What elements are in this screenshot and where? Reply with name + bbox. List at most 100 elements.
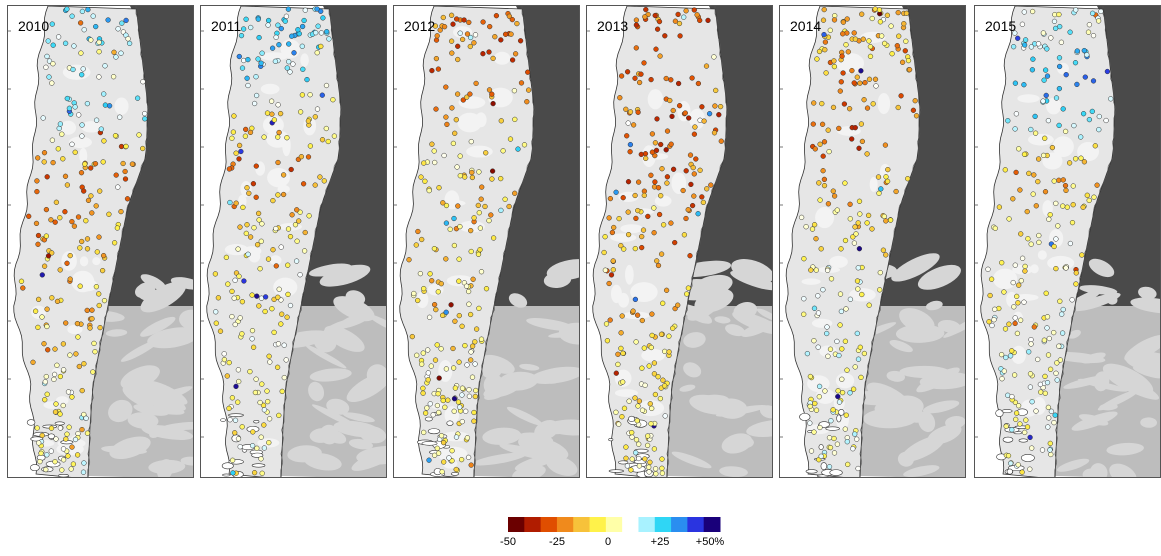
station-marker: [857, 80, 863, 86]
station-marker: [84, 236, 91, 242]
station-marker: [1009, 427, 1015, 433]
station-marker: [243, 126, 249, 133]
station-marker: [839, 346, 845, 352]
station-marker: [830, 407, 836, 413]
station-marker: [850, 446, 856, 452]
terrain-patch: [170, 277, 193, 290]
station-marker: [64, 431, 70, 437]
station-marker: [1024, 208, 1030, 215]
terrain-patch: [348, 438, 374, 450]
station-marker: [227, 417, 233, 423]
station-marker: [433, 55, 440, 62]
station-marker: [442, 404, 448, 410]
station-marker: [1021, 299, 1027, 305]
station-marker: [625, 231, 632, 238]
station-marker: [831, 193, 838, 199]
station-marker: [283, 357, 289, 363]
station-marker: [842, 237, 849, 244]
station-marker: [633, 45, 639, 51]
station-marker: [44, 174, 50, 180]
station-marker: [445, 397, 451, 403]
station-marker: [79, 72, 85, 78]
station-marker: [81, 27, 87, 33]
station-marker: [852, 36, 859, 42]
station-marker: [1039, 447, 1046, 453]
station-marker: [1048, 35, 1054, 41]
station-marker: [877, 287, 883, 293]
terrain-patch: [1017, 94, 1040, 103]
station-marker: [815, 293, 821, 299]
station-marker: [840, 31, 846, 37]
station-marker: [426, 187, 432, 194]
station-marker: [804, 350, 811, 357]
station-marker: [877, 269, 883, 276]
station-marker: [845, 49, 851, 55]
station-marker: [883, 252, 889, 258]
year-label: 2014: [790, 18, 822, 34]
station-marker: [812, 146, 818, 152]
station-marker: [117, 114, 123, 120]
station-marker: [287, 233, 294, 240]
map-panel-2013: 2013: [586, 5, 773, 478]
station-marker: [824, 330, 830, 337]
station-marker: [633, 215, 639, 222]
year-label: 2010: [18, 18, 50, 34]
station-marker: [610, 258, 616, 264]
station-marker: [663, 287, 670, 293]
station-marker: [244, 185, 250, 191]
station-marker: [441, 152, 447, 159]
station-marker: [215, 295, 222, 301]
station-marker: [476, 210, 482, 216]
station-marker: [822, 388, 828, 394]
station-marker: [431, 452, 438, 458]
station-marker: [525, 69, 531, 75]
station-marker: [438, 346, 444, 352]
station-marker: [269, 306, 275, 312]
station-marker: [854, 330, 860, 337]
station-marker: [459, 323, 465, 329]
station-marker: [649, 131, 656, 137]
island: [47, 433, 55, 439]
station-marker: [801, 311, 807, 317]
station-marker: [440, 439, 447, 446]
station-marker: [840, 70, 846, 76]
station-marker: [852, 125, 858, 131]
station-marker: [312, 182, 318, 188]
station-marker: [1041, 337, 1048, 343]
station-marker: [73, 351, 79, 357]
station-marker: [285, 262, 291, 268]
station-marker: [839, 376, 845, 382]
station-marker: [447, 226, 453, 232]
station-marker: [1070, 202, 1076, 208]
station-marker: [856, 246, 863, 252]
station-marker: [855, 356, 862, 362]
station-marker: [63, 436, 69, 442]
station-marker: [847, 296, 854, 302]
station-marker: [230, 470, 236, 476]
island: [427, 428, 441, 435]
station-marker: [287, 69, 293, 75]
station-marker: [864, 151, 870, 157]
terrain-patch: [538, 419, 579, 435]
station-marker: [101, 138, 107, 144]
station-marker: [1045, 424, 1051, 430]
station-marker: [93, 284, 100, 290]
terrain-patch: [148, 459, 186, 474]
station-marker: [651, 230, 657, 236]
station-marker: [1043, 290, 1049, 296]
station-marker: [77, 283, 83, 289]
station-marker: [1025, 236, 1031, 242]
terrain-patch: [140, 281, 187, 313]
terrain-patch: [482, 427, 522, 445]
station-marker: [1035, 356, 1041, 363]
station-marker: [57, 373, 64, 380]
station-marker: [825, 353, 831, 359]
station-marker: [221, 356, 228, 363]
station-marker: [816, 394, 822, 400]
terrain-patch: [1056, 458, 1090, 472]
station-marker: [1056, 85, 1063, 92]
station-marker: [223, 254, 230, 261]
station-marker: [618, 242, 624, 249]
station-marker: [71, 43, 77, 49]
station-marker: [254, 445, 260, 451]
